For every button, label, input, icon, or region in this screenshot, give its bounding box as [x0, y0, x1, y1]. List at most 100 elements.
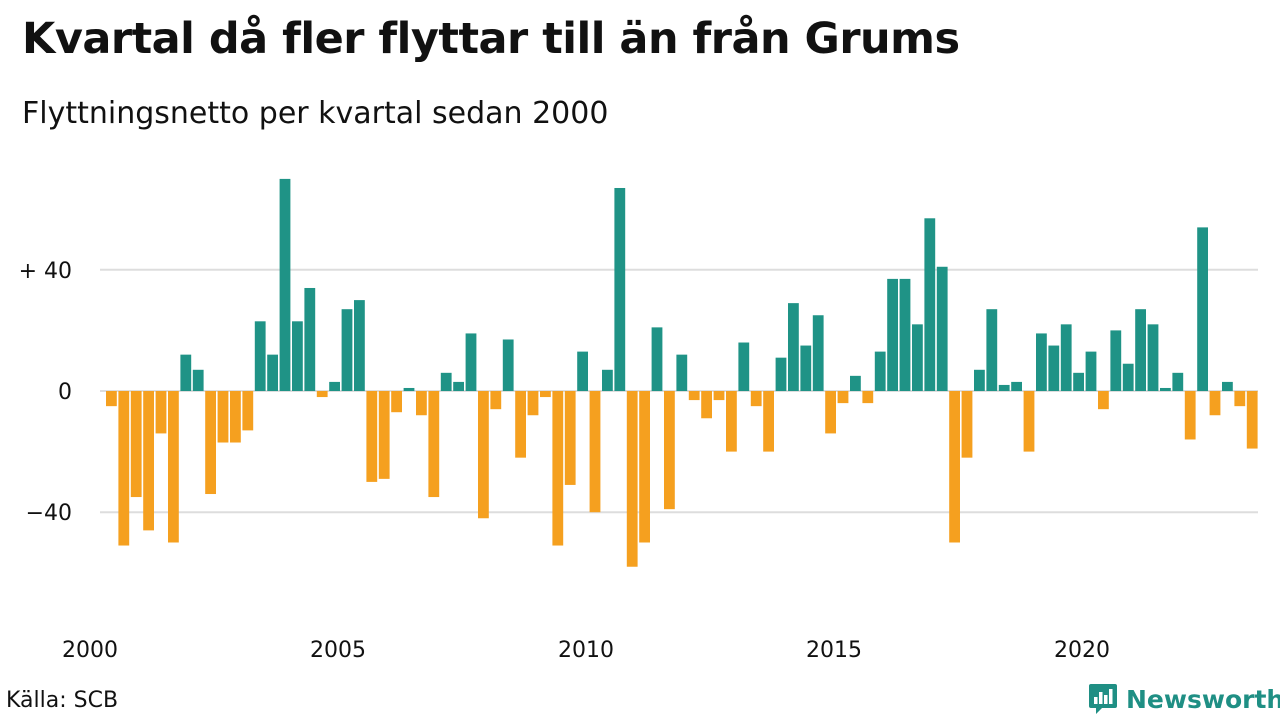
chart-subtitle: Flyttningsnetto per kvartal sedan 2000 — [22, 96, 609, 131]
bar — [329, 381, 340, 391]
bar — [1222, 381, 1233, 391]
bar — [478, 391, 489, 519]
y-axis-ticks: + 40 0 −40 — [19, 259, 72, 526]
newsworthy-icon — [1089, 684, 1117, 714]
bar — [1122, 363, 1134, 391]
bar — [713, 391, 725, 401]
bar — [738, 342, 750, 391]
bar — [676, 354, 688, 391]
bar — [416, 391, 427, 416]
bar — [217, 391, 229, 443]
bar — [304, 287, 316, 391]
bar — [366, 391, 378, 482]
bar — [1147, 324, 1159, 391]
bars — [106, 178, 1258, 567]
bar — [1060, 324, 1072, 391]
bar — [267, 354, 278, 391]
brand-name: Newsworthy — [1126, 684, 1280, 714]
bar — [602, 369, 613, 391]
y-tick-label: 0 — [58, 380, 72, 405]
bar — [403, 387, 415, 391]
bar — [1036, 333, 1047, 391]
bar — [1098, 391, 1109, 410]
bar — [143, 391, 154, 531]
bar — [651, 327, 663, 391]
bar — [155, 391, 167, 434]
bar — [205, 391, 216, 495]
bar — [788, 303, 799, 391]
bar — [1209, 391, 1221, 416]
bar — [750, 391, 762, 407]
bar — [936, 266, 948, 391]
bar — [800, 345, 812, 391]
bar — [1246, 391, 1258, 449]
bar — [974, 369, 985, 391]
bar — [1085, 351, 1097, 391]
bar — [850, 375, 861, 391]
bar — [192, 369, 204, 391]
x-tick-label: 2010 — [558, 638, 614, 663]
source-note: Källa: SCB — [6, 688, 119, 713]
bar — [552, 391, 564, 546]
bar — [577, 351, 588, 391]
bar — [279, 178, 291, 391]
x-axis-ticks: 2000 2005 2010 2015 2020 — [62, 638, 1110, 663]
bar — [453, 381, 464, 391]
bar — [639, 391, 650, 543]
bar — [168, 391, 179, 543]
brand-logo: Newsworthy — [1088, 682, 1280, 716]
bar — [775, 357, 787, 391]
bar — [378, 391, 390, 479]
bar — [254, 321, 266, 391]
bar — [428, 391, 440, 498]
bar — [341, 309, 353, 391]
bar — [292, 321, 303, 391]
bar — [912, 324, 923, 391]
bar — [1197, 227, 1208, 391]
bar — [726, 391, 737, 452]
bar — [961, 391, 973, 458]
bar — [180, 354, 192, 391]
bar — [465, 333, 477, 391]
bar — [118, 391, 130, 546]
bar — [614, 187, 626, 391]
y-tick-label: + 40 — [19, 259, 72, 284]
x-tick-label: 2000 — [62, 638, 118, 663]
bar — [812, 315, 824, 391]
bar — [626, 391, 638, 567]
bar — [986, 309, 998, 391]
bar — [354, 300, 365, 391]
bar — [1011, 381, 1022, 391]
bar — [1023, 391, 1035, 452]
bar — [527, 391, 539, 416]
bar — [1172, 372, 1184, 391]
bar — [1234, 391, 1246, 407]
bar — [924, 218, 936, 391]
bar — [540, 391, 551, 398]
bar — [874, 351, 886, 391]
bar — [564, 391, 576, 485]
bar — [899, 278, 911, 391]
bar — [1048, 345, 1060, 391]
y-tick-label: −40 — [26, 501, 72, 526]
chart-title: Kvartal då fler flyttar till än från Gru… — [22, 14, 960, 64]
x-tick-label: 2005 — [310, 638, 366, 663]
bar — [130, 391, 142, 498]
bar — [502, 339, 514, 391]
bar — [688, 391, 700, 401]
bar — [837, 391, 849, 404]
bar — [242, 391, 254, 431]
bar — [440, 372, 452, 391]
x-tick-label: 2015 — [806, 638, 862, 663]
bar — [887, 278, 898, 391]
bar — [701, 391, 712, 419]
bar — [316, 391, 328, 398]
x-tick-label: 2020 — [1054, 638, 1110, 663]
bar — [589, 391, 601, 513]
bar — [1110, 330, 1122, 391]
bar — [763, 391, 774, 452]
bar — [1073, 372, 1084, 391]
bar — [106, 391, 117, 407]
bar — [490, 391, 502, 410]
